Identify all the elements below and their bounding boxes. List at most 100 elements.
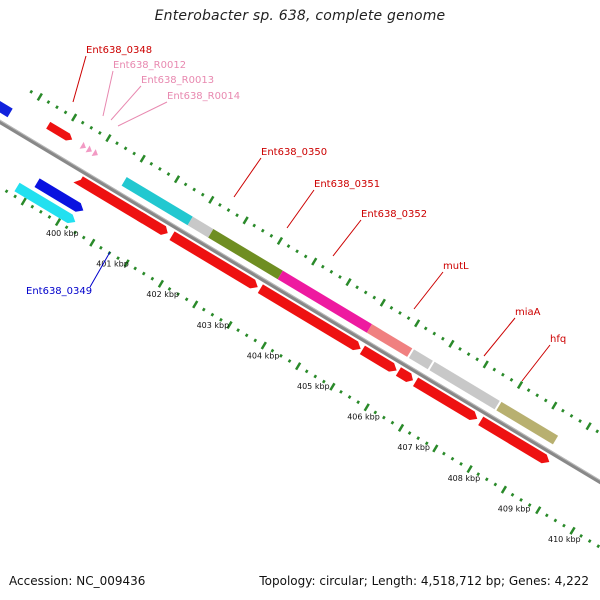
kbp-label: 403 kbp <box>197 321 230 330</box>
feature-rev-1[interactable] <box>73 174 148 224</box>
outer-track-tick <box>98 130 102 135</box>
outer-track-tick <box>526 388 531 393</box>
kbp-label: 405 kbp <box>297 382 330 391</box>
outer-track-tick <box>482 360 489 369</box>
feature-rev-3[interactable] <box>257 284 363 353</box>
inner-track-tick <box>219 317 223 322</box>
feature-ent638-0350[interactable] <box>121 177 193 226</box>
gene-label[interactable]: miaA <box>515 307 541 318</box>
gene-label-leader-line <box>286 189 315 229</box>
inner-track-tick <box>294 362 302 371</box>
inner-track-tick <box>141 271 146 276</box>
outer-track-tick <box>338 275 342 279</box>
feature-left-blue[interactable] <box>0 96 13 118</box>
inner-track-tick <box>382 415 386 420</box>
gene-label-leader-line <box>102 70 114 117</box>
inner-track-tick <box>596 544 600 549</box>
gene-label-group: Ent638_0348 Ent638_R0012 Ent638_R0013 Ent63… <box>26 45 566 382</box>
feature-ent638-r0012[interactable] <box>79 141 88 151</box>
outer-track-tick <box>192 187 197 192</box>
outer-track-tick <box>29 89 34 94</box>
feature-ent638-0352-mutl[interactable] <box>277 270 372 333</box>
outer-track-tick <box>235 213 239 218</box>
outer-track-tick <box>466 352 471 357</box>
outer-track-tick <box>585 422 592 431</box>
outer-track-tick <box>55 105 59 110</box>
inner-track-tick <box>150 276 155 281</box>
outer-track-tick <box>226 208 231 213</box>
inner-track-tick <box>356 400 360 405</box>
kbp-label: 404 kbp <box>247 351 280 360</box>
feature-miaa[interactable] <box>366 324 413 357</box>
feature-rev-5[interactable] <box>395 367 416 384</box>
outer-track-tick <box>200 192 205 197</box>
inner-track-tick <box>47 215 52 219</box>
forward-strand-features <box>0 96 559 445</box>
gene-label[interactable]: mutL <box>443 261 469 272</box>
gene-label[interactable]: Ent638_R0012 <box>113 60 186 71</box>
inner-track-tick <box>347 395 352 399</box>
kbp-label: 406 kbp <box>347 413 380 422</box>
outer-track-tick <box>389 305 394 310</box>
feature-gap-grey-1[interactable] <box>187 216 214 238</box>
feature-grey-2[interactable] <box>429 361 500 410</box>
outer-track-tick <box>561 408 565 413</box>
feature-olive-3[interactable] <box>496 401 559 445</box>
inner-track-tick <box>424 441 429 446</box>
gene-label[interactable]: Ent638_0350 <box>261 147 327 158</box>
outer-track-tick <box>71 113 78 122</box>
inner-track-tick <box>304 369 309 374</box>
inner-track-tick <box>253 338 258 343</box>
kbp-label: 409 kbp <box>498 504 531 513</box>
outer-track-tick <box>406 316 411 321</box>
feature-ent638-r0014[interactable] <box>91 149 100 158</box>
outer-track-tick <box>551 401 558 410</box>
outer-track-tick <box>158 167 162 171</box>
inner-track-tick <box>133 266 138 271</box>
inner-track-tick <box>587 539 592 543</box>
feature-ent638-0348[interactable] <box>46 121 74 143</box>
kbp-label: 407 kbp <box>397 443 430 452</box>
outer-track-tick <box>105 133 112 143</box>
feature-ent638-r0013[interactable] <box>85 145 94 154</box>
gene-label[interactable]: hfq <box>550 334 566 345</box>
feature-rev-4[interactable] <box>359 345 399 375</box>
kbp-label-group: 400 kbp 401 kbp 402 kbp 403 kbp 404 kbp 405 k… <box>46 229 581 544</box>
inner-track-tick <box>184 297 189 302</box>
feature-ent638-0349-blue[interactable] <box>34 178 85 214</box>
outer-track-tick <box>441 336 445 341</box>
inner-track-tick <box>527 503 532 507</box>
inner-track-tick <box>89 238 96 247</box>
feature-rev-6[interactable] <box>412 377 480 424</box>
inner-track-tick <box>569 526 576 535</box>
outer-track-tick <box>242 216 249 225</box>
gene-label[interactable]: Ent638_R0013 <box>141 75 214 86</box>
gene-label[interactable]: Ent638_0352 <box>361 209 427 220</box>
outer-track-tick <box>311 257 318 266</box>
gene-label-leader-line <box>332 219 362 257</box>
feature-ent638-0349[interactable] <box>14 182 77 227</box>
feature-hfq[interactable] <box>408 349 433 370</box>
feature-ent638-0351[interactable] <box>208 229 283 280</box>
feature-rev-7[interactable] <box>478 416 552 467</box>
outer-track-tick <box>276 236 284 246</box>
outer-track-tick <box>320 264 325 269</box>
outer-track-tick <box>423 326 428 331</box>
inner-track-tick <box>363 403 370 412</box>
gene-label[interactable]: Ent638_0348 <box>86 45 152 56</box>
outer-track-tick <box>379 298 386 307</box>
outer-track-tick <box>132 151 137 156</box>
outer-track-tick <box>329 269 334 274</box>
inner-track-tick <box>535 506 542 515</box>
feature-rev-2[interactable] <box>169 231 260 291</box>
outer-track-tick <box>286 244 291 249</box>
outer-track-tick <box>543 398 548 403</box>
outer-track-tick <box>123 146 128 151</box>
inner-track-tick <box>81 235 86 240</box>
feature-rev-1b[interactable] <box>136 211 170 238</box>
inner-track-tick <box>260 341 267 350</box>
gene-label[interactable]: Ent638_0349 <box>26 286 92 297</box>
gene-label[interactable]: Ent638_0351 <box>314 179 380 190</box>
gene-label[interactable]: Ent638_R0014 <box>167 91 240 102</box>
